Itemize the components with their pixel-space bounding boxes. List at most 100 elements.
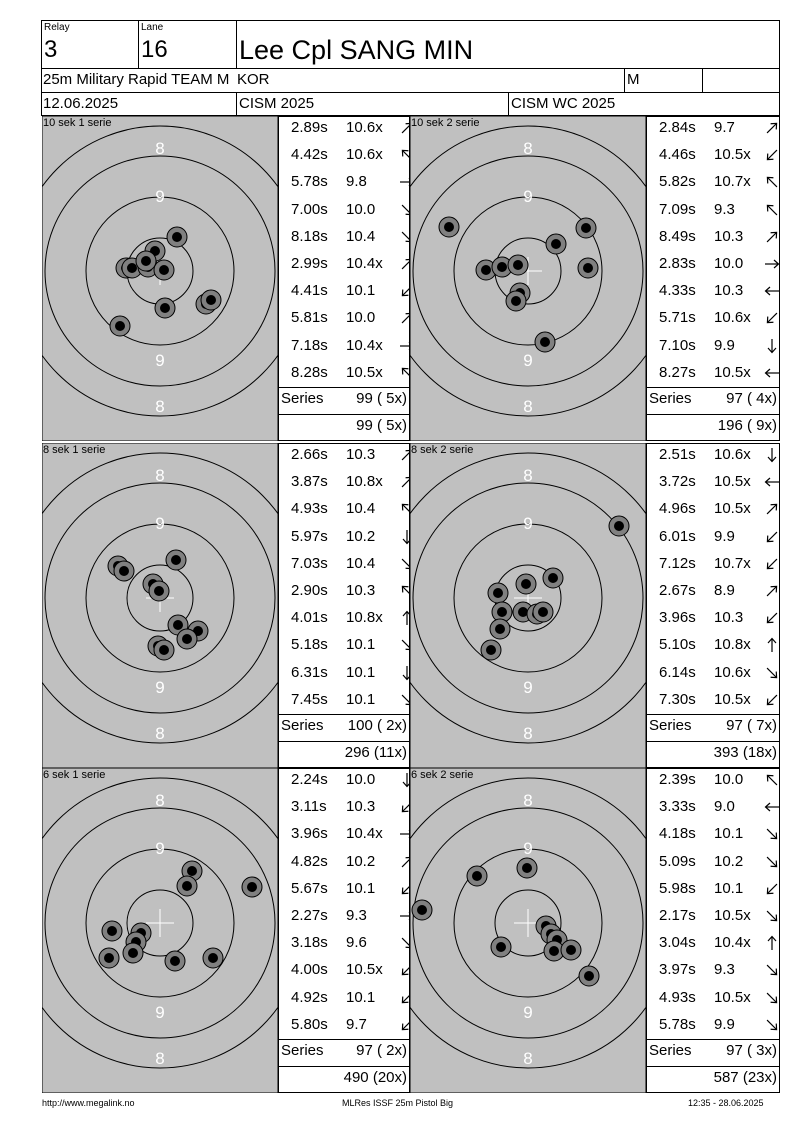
scoring-ring [410, 777, 646, 1069]
shot-direction-arrow-icon [764, 477, 779, 487]
ring-number: 8 [523, 1049, 532, 1068]
shot-row: 6.01s 9.9 [659, 528, 779, 546]
ring-number: 8 [523, 397, 532, 416]
shot-score: 9.3 [714, 961, 735, 979]
shot-time: 3.33s [659, 798, 696, 816]
scoring-ring [453, 848, 603, 998]
lane-value: 16 [141, 36, 168, 63]
ring-number: 9 [523, 187, 532, 206]
shot-direction-arrow-icon [766, 612, 778, 624]
target-panel: 8 9 9 8 [410, 768, 646, 1093]
shot-hole [545, 233, 567, 255]
shot-time: 7.12s [659, 554, 696, 572]
shot-time: 4.96s [659, 500, 696, 518]
shot-hole [534, 331, 556, 353]
shot-time: 5.80s [291, 1015, 328, 1033]
shot-hole [575, 217, 597, 239]
relay-value: 3 [44, 36, 58, 63]
target-svg: 8 9 9 8 [410, 116, 646, 441]
shot-score: 10.1 [714, 825, 744, 843]
shot-direction-arrow-icon [766, 965, 778, 976]
shot-hole [505, 290, 527, 312]
shot-hole [153, 639, 175, 661]
shot-direction-arrow-icon [766, 558, 778, 570]
shot-score: 10.6x [346, 119, 383, 136]
shot-score: 10.1 [346, 690, 376, 708]
shot-time: 7.09s [659, 200, 696, 218]
shot-score: 10.4 [346, 500, 376, 518]
target-svg: 8 9 9 8 [410, 768, 646, 1093]
shot-time: 2.27s [291, 907, 328, 924]
shot-list-frame [646, 768, 780, 1093]
target-svg: 8 9 9 8 [410, 443, 646, 768]
shot-score: 10.1 [346, 636, 376, 654]
shot-hole [516, 857, 538, 879]
shot-direction-arrow-icon [766, 149, 778, 161]
ring-number: 9 [523, 1003, 532, 1022]
shot-direction-arrow-icon [766, 992, 778, 1003]
shot-row: 4.33s 10.3 [659, 282, 779, 300]
shot-hole [202, 947, 224, 969]
shot-row: 4.01s 10.8x [291, 609, 412, 627]
target-panel: 8 9 9 8 [42, 116, 278, 441]
footer-url[interactable]: http://www.megalink.no [42, 1098, 135, 1108]
shot-score: 10.5x [346, 961, 383, 979]
shot-time: 8.49s [659, 227, 696, 245]
shot-hole [577, 257, 599, 279]
shot-hole [578, 965, 600, 987]
shot-row: 5.10s 10.8x [659, 636, 779, 654]
shot-hole [148, 580, 170, 602]
shot-hole [98, 947, 120, 969]
series-label: 10 sek 1 serie [43, 117, 112, 129]
series-label: 10 sek 2 serie [411, 117, 480, 129]
shot-score: 10.0 [346, 200, 376, 218]
date: 12.06.2025 [43, 95, 119, 112]
shot-hole [608, 515, 630, 537]
running-total: 196 ( 9x) [717, 417, 777, 434]
shot-time: 2.83s [659, 255, 696, 272]
shot-time: 6.14s [659, 663, 696, 681]
ring-number: 9 [155, 514, 164, 533]
target-panel: 8 9 9 8 [410, 443, 646, 768]
shot-direction-arrow-icon [764, 802, 779, 812]
shot-hole [164, 950, 186, 972]
shot-hole [542, 567, 564, 589]
shot-row: 7.30s 10.5x [659, 691, 779, 709]
shot-hole [113, 560, 135, 582]
shot-time: 4.41s [291, 282, 328, 300]
ring-number: 9 [155, 351, 164, 370]
shot-score: 10.1 [346, 663, 376, 681]
series-label: 8 sek 1 serie [43, 444, 106, 456]
shot-row: 7.09s 9.3 [659, 201, 779, 219]
footer-software: MLRes ISSF 25m Pistol Big [342, 1098, 454, 1108]
shot-score: 10.0 [346, 771, 376, 788]
shot-row: 2.17s 10.5x [659, 907, 779, 925]
shot-row: 7.00s 10.0 [291, 200, 413, 219]
target-svg: 8 9 9 8 [42, 443, 278, 768]
shot-time: 4.18s [659, 825, 696, 843]
shot-score: 10.0 [714, 255, 744, 272]
shot-direction-arrow-icon [766, 231, 778, 243]
shot-score: 10.5x [714, 690, 751, 708]
shot-score: 9.0 [714, 798, 735, 816]
shot-score: 9.7 [714, 119, 735, 136]
shot-score: 10.8x [346, 609, 383, 627]
shot-direction-arrow-icon [764, 286, 779, 296]
scoring-ring [44, 807, 276, 1039]
shot-hole [507, 254, 529, 276]
shot-time: 3.87s [291, 473, 328, 491]
shot-direction-arrow-icon [766, 531, 778, 542]
shot-time: 6.31s [291, 663, 328, 681]
scoring-ring [42, 452, 278, 744]
shot-time: 4.42s [291, 146, 328, 164]
shot-score: 9.6 [346, 934, 367, 952]
shot-score: 10.1 [346, 988, 376, 1006]
scoring-ring [85, 848, 235, 998]
shot-direction-arrow-icon [766, 585, 778, 597]
shot-row: 7.12s 10.7x [659, 555, 779, 573]
shot-hole [532, 601, 554, 623]
shot-hole [491, 601, 513, 623]
shot-direction-arrow-icon [766, 883, 778, 895]
series-total: 97 ( 3x) [726, 1042, 777, 1059]
shot-time: 6.01s [659, 527, 696, 545]
